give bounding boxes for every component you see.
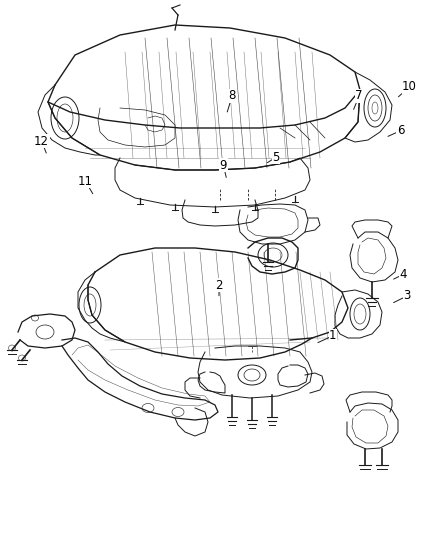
Text: 10: 10 xyxy=(402,80,417,93)
Text: 3: 3 xyxy=(404,289,411,302)
Text: 9: 9 xyxy=(219,159,227,172)
Text: 11: 11 xyxy=(78,175,93,188)
Text: 7: 7 xyxy=(355,90,363,102)
Text: 1: 1 xyxy=(329,329,337,342)
Text: 12: 12 xyxy=(34,135,49,148)
Text: 2: 2 xyxy=(215,279,223,292)
Text: 8: 8 xyxy=(229,90,236,102)
Text: 6: 6 xyxy=(397,124,405,137)
Text: 5: 5 xyxy=(272,151,279,164)
Text: 4: 4 xyxy=(399,268,407,281)
